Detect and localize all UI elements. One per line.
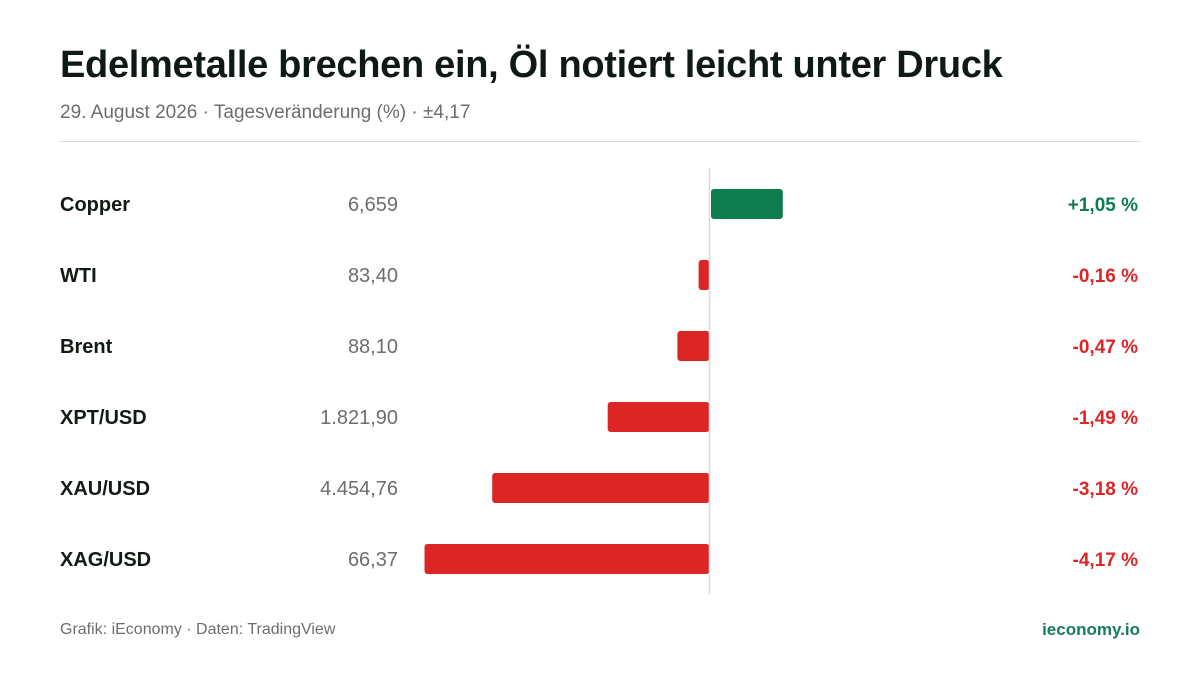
bar bbox=[424, 544, 710, 574]
row-name: Copper bbox=[60, 194, 130, 216]
row-price: 66,37 bbox=[348, 549, 398, 571]
row-price: 6,659 bbox=[348, 194, 398, 216]
change-label: +1,05 % bbox=[1068, 195, 1138, 216]
row-name: WTI bbox=[60, 265, 97, 287]
row-name: XAG/USD bbox=[60, 549, 151, 571]
row-name: Brent bbox=[60, 336, 113, 358]
brand-link[interactable]: ieconomy.io bbox=[1042, 620, 1140, 639]
change-label: -4,17 % bbox=[1073, 550, 1139, 571]
change-label: -1,49 % bbox=[1073, 408, 1139, 429]
bar bbox=[677, 331, 710, 361]
bar bbox=[711, 189, 783, 219]
source-credit: Grafik: iEconomy · Daten: TradingView bbox=[60, 621, 336, 638]
row-name: XAU/USD bbox=[60, 478, 150, 500]
change-label: -0,16 % bbox=[1073, 266, 1139, 287]
row-price: 1.821,90 bbox=[320, 407, 398, 429]
change-label: -3,18 % bbox=[1073, 479, 1139, 500]
bar bbox=[698, 260, 710, 290]
header-divider bbox=[60, 141, 1140, 142]
bar bbox=[607, 402, 710, 432]
row-price: 83,40 bbox=[348, 265, 398, 287]
chart-subtitle: 29. August 2026 · Tagesveränderung (%) ·… bbox=[60, 102, 471, 123]
row-price: 4.454,76 bbox=[320, 478, 398, 500]
row-price: 88,10 bbox=[348, 336, 398, 358]
row-name: XPT/USD bbox=[60, 407, 147, 429]
bar bbox=[492, 473, 710, 503]
change-label: -0,47 % bbox=[1073, 337, 1139, 358]
chart-title: Edelmetalle brechen ein, Öl notiert leic… bbox=[60, 44, 1003, 86]
